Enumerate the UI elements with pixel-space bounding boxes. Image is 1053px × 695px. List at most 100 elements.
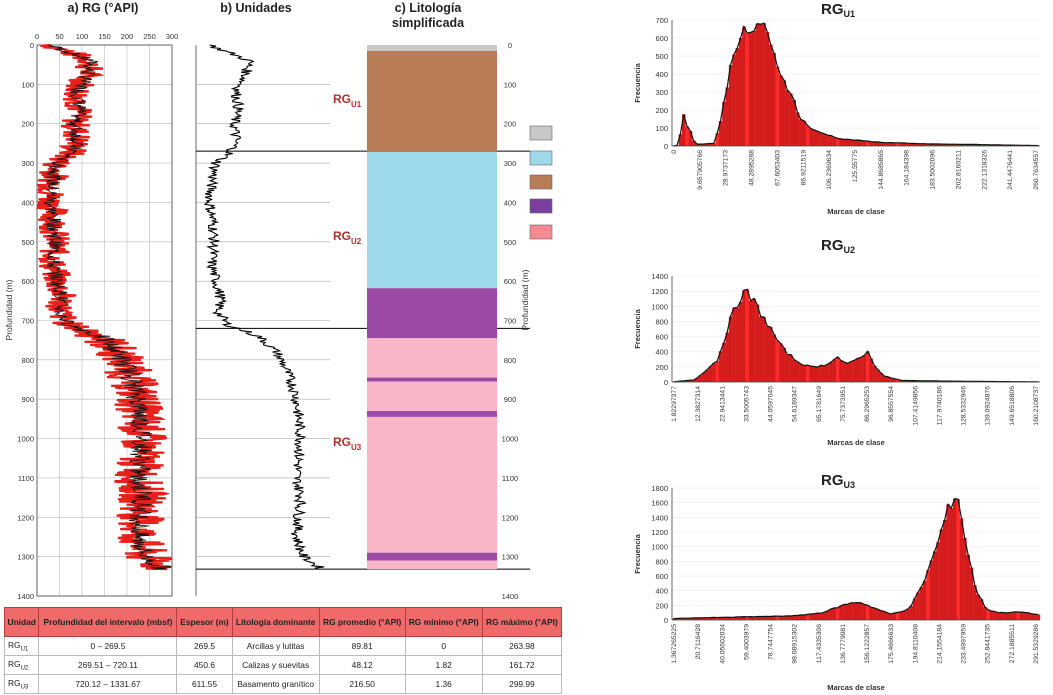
- depth-tick-label: 1000: [502, 435, 519, 444]
- x-tick-label: 164.184398: [904, 150, 911, 186]
- histogram-bar: [879, 610, 883, 620]
- histogram-bar: [986, 609, 991, 620]
- histogram-bar: [956, 499, 960, 620]
- histogram-bar: [698, 617, 703, 620]
- depth-axis-label: Profundidad (m): [4, 279, 14, 340]
- histogram-bar: [922, 580, 927, 620]
- histogram-bar: [879, 373, 883, 382]
- y-tick-label: 1000: [651, 302, 668, 311]
- histogram-bar: [782, 80, 786, 146]
- histogram-bar: [712, 143, 716, 146]
- histogram-bar: [695, 377, 699, 382]
- histogram-bar: [722, 342, 726, 382]
- histogram-bar: [876, 141, 880, 146]
- depth-tick-label: 1200: [502, 513, 519, 522]
- x-tick-label: 200: [121, 32, 134, 41]
- histogram-bar: [889, 377, 893, 382]
- histogram-bar: [979, 144, 984, 146]
- x-tick-label: 233.4997959: [961, 624, 968, 664]
- histogram-bar: [942, 520, 947, 620]
- y-tick-label: 1400: [651, 272, 668, 281]
- histogram-bar: [866, 140, 870, 146]
- x-tick-label: 150: [98, 32, 111, 41]
- x-axis-label: Marcas de clase: [827, 683, 885, 692]
- histogram-bar: [852, 360, 857, 382]
- histogram-bar: [876, 369, 880, 382]
- x-tick-label: 106.2369634: [826, 150, 833, 190]
- histogram-bar: [986, 144, 991, 146]
- histogram-bar: [856, 358, 860, 382]
- histogram-bar: [752, 298, 756, 382]
- histogram-bar: [839, 360, 843, 382]
- y-axis-label: Frecuencia: [633, 62, 642, 102]
- histogram-bar: [812, 613, 817, 620]
- histogram-bar: [849, 602, 853, 620]
- histogram-bar: [845, 604, 850, 620]
- rg-mean-cell: 89.81: [318, 636, 406, 656]
- histogram-bar: [748, 32, 753, 146]
- histogram-bar: [916, 380, 920, 382]
- depth-tick-label: 400: [504, 198, 517, 207]
- y-tick-label: 900: [21, 395, 34, 404]
- histogram-bar: [705, 369, 709, 382]
- header-rg-max: RG máximo (°API): [481, 607, 563, 637]
- histogram-bar: [892, 378, 897, 382]
- histogram-bar: [909, 605, 914, 620]
- depth-tick-label: 1100: [502, 474, 518, 483]
- x-tick-label: 139.0924876: [985, 386, 992, 426]
- histogram-bar: [999, 612, 1004, 620]
- litho-block-suevita: [367, 288, 497, 339]
- header-unit: Unidad: [3, 607, 40, 637]
- x-tick-label: 125.55775: [852, 150, 859, 182]
- histogram-bar: [725, 332, 730, 382]
- histogram-bar: [695, 144, 699, 146]
- histogram-bar: [829, 135, 833, 146]
- histogram-bar: [973, 144, 977, 146]
- histogram-bar: [678, 618, 683, 620]
- x-tick-label: 260.7634557: [1033, 150, 1040, 190]
- header-thickness: Espesor (m): [176, 607, 233, 637]
- litho-block-caliza: [367, 152, 497, 289]
- rg-panel-title: a) RG (°API): [68, 1, 139, 15]
- lithology-cell: Calizas y suevitas: [231, 655, 320, 675]
- histogram-bar: [889, 613, 893, 620]
- histogram-bar: [755, 616, 760, 620]
- histogram-bar: [896, 379, 900, 382]
- histogram-bar: [892, 612, 897, 620]
- rg-min-cell: 1.82: [404, 655, 483, 675]
- histogram-bar: [959, 518, 964, 620]
- histogram-bar: [765, 326, 770, 382]
- x-tick-label: 1.82297377: [671, 386, 678, 422]
- histogram-bar: [769, 44, 773, 146]
- histogram-bar: [839, 138, 843, 146]
- histogram-bar: [708, 617, 713, 620]
- histogram-bar: [792, 99, 796, 146]
- x-tick-label: 22.9413441: [719, 386, 726, 422]
- histogram-bar: [922, 380, 927, 382]
- header-lithology: Litología dominante: [231, 607, 320, 637]
- histogram-bar: [906, 608, 910, 620]
- rg-max-cell: 299.99: [481, 674, 563, 694]
- rg-mean-cell: 216.50: [318, 674, 406, 694]
- x-tick-label: 117.4335306: [816, 624, 823, 663]
- histogram-bar: [849, 361, 853, 382]
- table-header-row: Unidad Profundidad del intervalo (mbsf) …: [3, 607, 563, 637]
- histogram-bar: [936, 143, 940, 146]
- histogram-bar: [842, 139, 847, 146]
- y-tick-label: 1400: [651, 513, 668, 522]
- histogram-bar: [718, 617, 723, 620]
- depth-tick-label: 200: [504, 120, 517, 129]
- y-tick-label: 1800: [651, 484, 668, 493]
- histogram-bar: [1033, 614, 1037, 620]
- histogram-bar: [902, 380, 907, 382]
- histogram-bar: [882, 376, 887, 382]
- units-summary-table: Unidad Profundidad del intervalo (mbsf) …: [3, 607, 563, 694]
- x-tick-label: 67.6053403: [774, 150, 781, 186]
- histogram-bar: [963, 537, 967, 620]
- x-tick-label: 156.1222857: [864, 624, 871, 664]
- histogram-bar: [909, 143, 914, 146]
- histogram-bar: [1003, 612, 1007, 620]
- histogram-bar: [735, 616, 740, 620]
- header-rg-mean: RG promedio (°API): [318, 607, 406, 637]
- histogram-bar: [879, 142, 883, 146]
